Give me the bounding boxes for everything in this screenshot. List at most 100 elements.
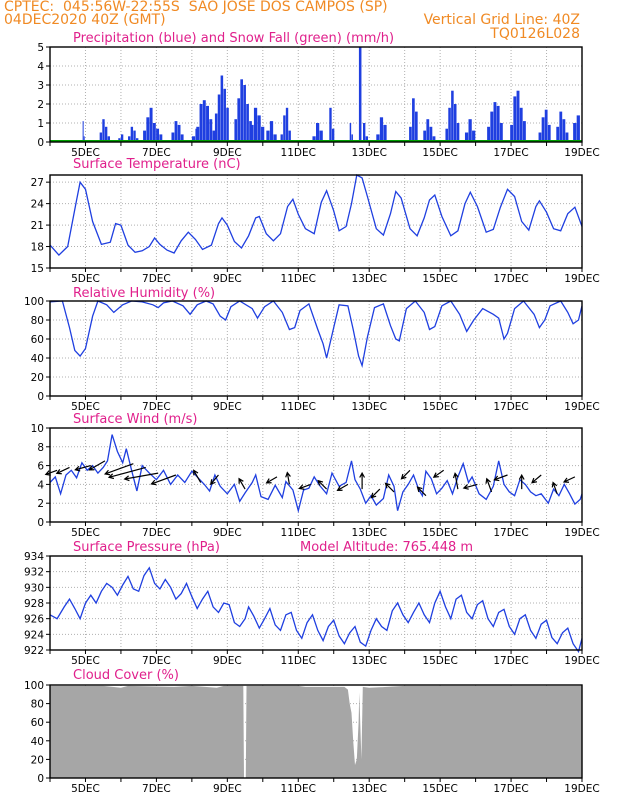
x-tick-label: 15DEC xyxy=(422,527,457,539)
precip-bar xyxy=(319,130,323,142)
precip-bar xyxy=(448,107,451,142)
precip-bar xyxy=(312,136,316,142)
header-model-code: TQ0126L028 xyxy=(490,26,580,42)
precip-bar xyxy=(331,128,335,142)
precip-bar xyxy=(171,132,175,142)
precip-bar xyxy=(562,119,566,142)
wind-arrow xyxy=(551,481,558,495)
precip-bar xyxy=(432,136,436,142)
x-tick-label: 19DEC xyxy=(564,401,599,413)
precip-bar xyxy=(206,105,210,142)
panel-pressure xyxy=(46,555,583,654)
wind-arrow xyxy=(432,469,445,478)
temp-line xyxy=(49,173,583,257)
x-tick-label: 7DEC xyxy=(142,273,171,285)
y-tick-label: 922 xyxy=(24,645,44,657)
plot-frame xyxy=(49,427,583,523)
x-tick-label: 9DEC xyxy=(213,401,242,413)
wind-arrow xyxy=(384,482,395,493)
precip-bar xyxy=(451,90,454,142)
precip-bar xyxy=(220,75,224,142)
precip-bar xyxy=(257,115,261,142)
precip-bar xyxy=(429,126,433,142)
y-tick-label: 100 xyxy=(24,680,44,692)
panel-title: Surface Temperature (nC) xyxy=(73,157,241,172)
precip-bar xyxy=(82,121,84,142)
precip-bar xyxy=(362,123,366,142)
plot-frame xyxy=(49,684,583,779)
precip-bar xyxy=(246,104,249,142)
wind-arrow xyxy=(209,474,219,486)
x-tick-label: 19DEC xyxy=(564,655,599,667)
wind-arrow xyxy=(518,473,525,490)
rh-line xyxy=(49,300,583,369)
x-tick-label: 19DEC xyxy=(564,147,599,159)
x-tick-label: 11DEC xyxy=(281,273,316,285)
precip-bar xyxy=(288,130,291,142)
precip-bar xyxy=(453,104,457,142)
x-tick-label: 13DEC xyxy=(351,401,386,413)
panel-rh xyxy=(46,300,583,400)
precip-bar xyxy=(329,107,332,142)
precip-bar xyxy=(261,126,265,142)
x-tick-label: 11DEC xyxy=(281,655,316,667)
x-tick-label: 15DEC xyxy=(422,147,457,159)
precip-bar xyxy=(202,100,206,142)
precip-bar xyxy=(376,134,380,142)
precip-bar xyxy=(285,107,289,142)
precip-bar xyxy=(499,123,503,142)
y-tick-label: 8 xyxy=(37,442,44,454)
precip-bar xyxy=(559,111,563,142)
precip-bar xyxy=(472,130,476,142)
panel-wind xyxy=(44,427,583,526)
panel-temp xyxy=(46,173,583,272)
precip-bar xyxy=(223,88,226,142)
precip-bar xyxy=(253,107,258,142)
precip-bar xyxy=(128,136,131,142)
x-tick-label: 15DEC xyxy=(422,401,457,413)
y-tick-label: 4 xyxy=(37,61,44,73)
x-tick-label: 9DEC xyxy=(213,273,242,285)
y-tick-label: 930 xyxy=(24,582,44,594)
wind-arrow xyxy=(359,471,366,490)
precip-bar xyxy=(565,132,569,142)
y-tick-label: 20 xyxy=(31,754,44,766)
precip-bar xyxy=(133,130,136,142)
x-tick-label: 9DEC xyxy=(213,147,242,159)
wind-arrow xyxy=(107,466,146,480)
y-tick-label: 3 xyxy=(37,80,44,92)
y-tick-label: 932 xyxy=(24,567,44,579)
precip-bar xyxy=(177,124,181,142)
y-tick-label: 0 xyxy=(37,391,44,403)
precip-bar xyxy=(102,119,105,142)
precip-bar xyxy=(243,85,246,142)
x-tick-label: 15DEC xyxy=(422,655,457,667)
precip-bar xyxy=(83,136,85,142)
y-tick-label: 40 xyxy=(31,736,44,748)
x-tick-label: 7DEC xyxy=(142,655,171,667)
plot-frame xyxy=(49,555,583,651)
x-tick-label: 9DEC xyxy=(213,527,242,539)
precip-bar xyxy=(99,132,103,142)
x-tick-label: 5DEC xyxy=(71,527,100,539)
precip-bar xyxy=(349,123,352,142)
wind-arrow xyxy=(462,483,478,490)
x-tick-label: 11DEC xyxy=(281,147,316,159)
precip-bar xyxy=(513,96,517,142)
precip-bar xyxy=(266,130,270,142)
wind-arrow xyxy=(336,483,349,492)
x-tick-label: 13DEC xyxy=(351,783,386,795)
panel-title: Relative Humidity (%) xyxy=(73,286,215,301)
precip-bar xyxy=(209,119,213,142)
x-tick-label: 7DEC xyxy=(142,147,171,159)
y-tick-label: 24 xyxy=(31,199,45,211)
x-tick-label: 5DEC xyxy=(71,783,100,795)
precip-bar xyxy=(464,132,469,142)
precip-bar xyxy=(445,128,448,142)
y-tick-label: 924 xyxy=(24,629,44,641)
cloud-cover-area xyxy=(50,685,582,778)
precip-bar xyxy=(146,117,150,142)
y-tick-label: 2 xyxy=(37,498,44,510)
